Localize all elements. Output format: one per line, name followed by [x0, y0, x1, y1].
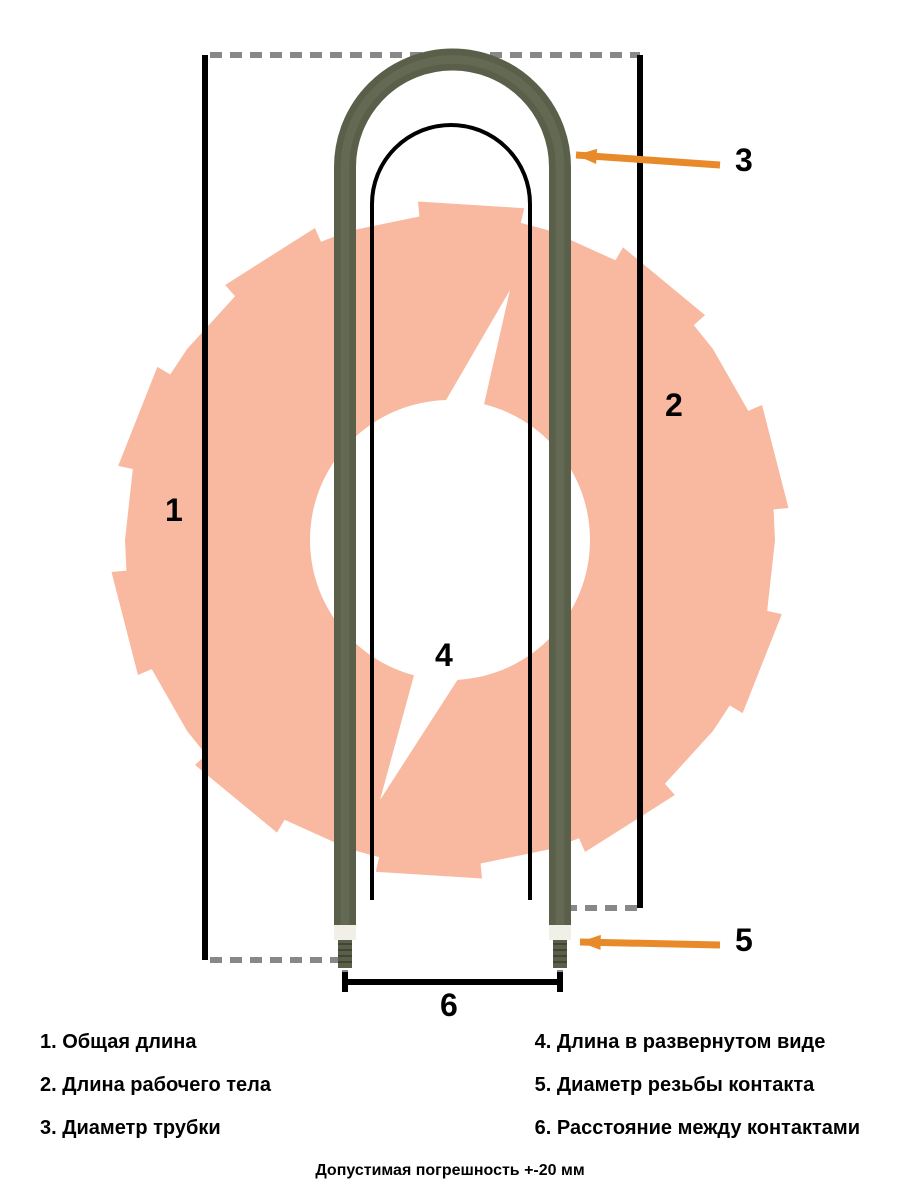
tolerance-note: Допустимая погрешность +-20 мм [0, 1162, 900, 1180]
diagram-area: 1 2 3 4 5 6 [0, 0, 900, 1010]
diagram-svg [0, 0, 900, 1010]
callout-6: 6 [440, 987, 458, 1024]
legend-item-5: 5. Диаметр резьбы контакта [535, 1074, 860, 1097]
legend-item-6: 6. Расстояние между контактами [535, 1117, 860, 1140]
legend: 1. Общая длина 2. Длина рабочего тела 3.… [0, 1031, 900, 1140]
legend-item-3: 3. Диаметр трубки [40, 1117, 271, 1140]
legend-col-right: 4. Длина в развернутом виде 5. Диаметр р… [535, 1031, 860, 1140]
watermark-gear [112, 202, 789, 879]
callout-3: 3 [735, 142, 753, 179]
legend-item-4: 4. Длина в развернутом виде [535, 1031, 860, 1054]
legend-col-left: 1. Общая длина 2. Длина рабочего тела 3.… [40, 1031, 271, 1140]
legend-item-2: 2. Длина рабочего тела [40, 1074, 271, 1097]
callout-1: 1 [165, 492, 183, 529]
callout-5: 5 [735, 922, 753, 959]
callout-2: 2 [665, 387, 683, 424]
legend-item-1: 1. Общая длина [40, 1031, 271, 1054]
callout-4: 4 [435, 637, 453, 674]
